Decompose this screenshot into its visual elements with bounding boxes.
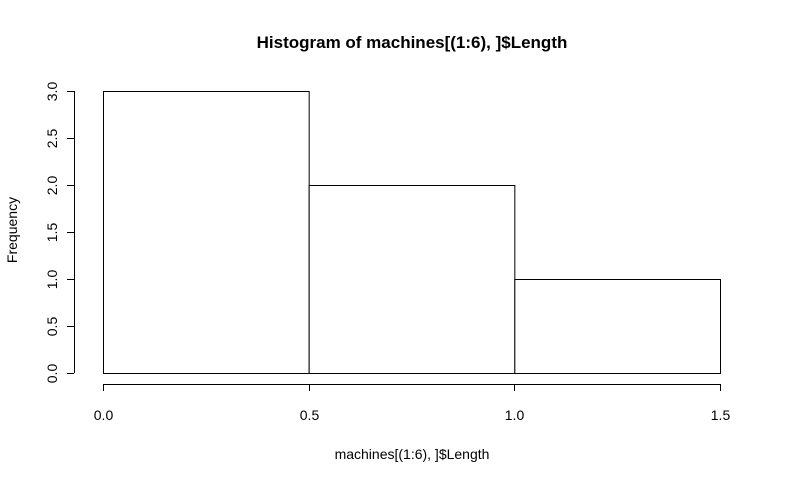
bars [103,91,721,374]
y-tick-label: 0.0 [44,364,60,384]
y-axis: 0.0 0.5 1.0 1.5 2.0 2.5 3.0 [44,82,75,384]
y-tick-label: 1.0 [44,270,60,290]
y-tick-label: 1.5 [44,223,60,243]
x-tick-label: 1.5 [711,407,731,423]
chart-title: Histogram of machines[(1:6), ]$Length [257,33,568,52]
x-tick-label: 1.0 [505,407,525,423]
y-axis-label: Frequency [4,197,20,263]
histogram-bar-1 [103,91,310,374]
x-tick-label: 0.0 [94,407,114,423]
x-axis: 0.0 0.5 1.0 1.5 [94,384,731,423]
x-axis-label: machines[(1:6), ]$Length [335,446,490,462]
y-tick-label: 2.0 [44,176,60,196]
y-tick-label: 3.0 [44,82,60,102]
y-tick-label: 2.5 [44,129,60,149]
y-tick-label: 0.5 [44,317,60,337]
histogram-bar-2 [308,185,516,374]
histogram-bar-3 [514,279,721,374]
x-tick-label: 0.5 [300,407,320,423]
